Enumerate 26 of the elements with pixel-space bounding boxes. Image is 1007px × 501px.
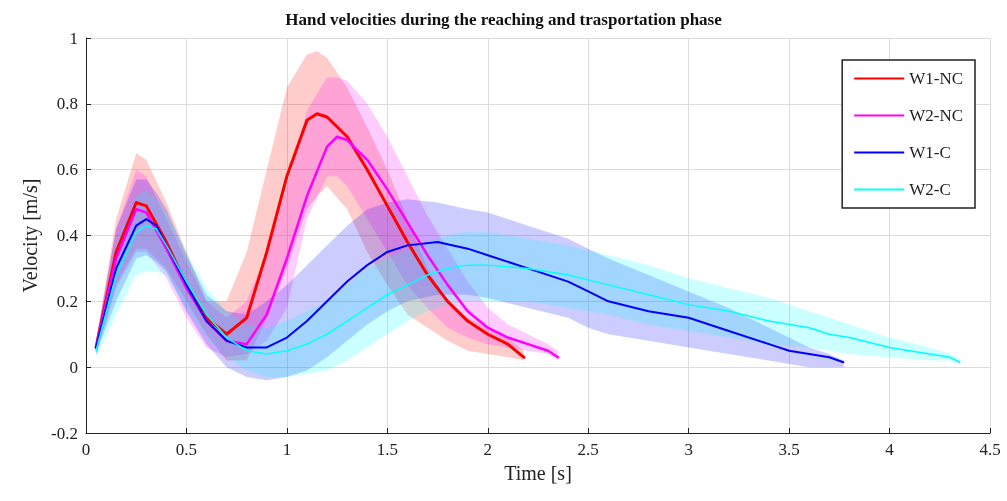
y-tick-label: 0.8	[56, 94, 78, 114]
x-tick-label: 1	[282, 440, 292, 459]
x-tick-label: 0	[81, 440, 91, 459]
x-axis-title: Time [s]	[504, 461, 572, 484]
x-tick-label: 1.5	[376, 440, 398, 459]
legend-label: W1-NC	[909, 69, 964, 88]
y-tick-label: 0.2	[56, 291, 78, 311]
x-tick-label: 3	[684, 440, 693, 459]
y-tick-label: 0	[69, 357, 78, 377]
y-tick-label: 1	[69, 28, 78, 48]
legend-label: W1-C	[909, 143, 951, 162]
legend-label: W2-NC	[909, 106, 964, 125]
y-tick-label: 0.6	[56, 160, 78, 180]
x-tick-label: 3.5	[778, 440, 800, 459]
y-tick-label: 0.4	[56, 226, 79, 245]
legend-label: W2-C	[909, 180, 951, 199]
y-tick-label: -0.2	[51, 423, 78, 443]
x-tick-label: 2.5	[577, 440, 599, 459]
y-axis-title: Velocity [m/s]	[19, 178, 43, 293]
line-series	[95, 224, 961, 363]
chart-title: Hand velocities during the reaching and trasportation phase	[285, 10, 723, 29]
x-tick-label: 4.5	[979, 440, 1001, 459]
line-series	[95, 218, 845, 364]
x-tick-label: 4	[885, 440, 895, 459]
x-tick-label: 0.5	[175, 440, 198, 459]
x-tick-label: 2	[483, 440, 493, 459]
